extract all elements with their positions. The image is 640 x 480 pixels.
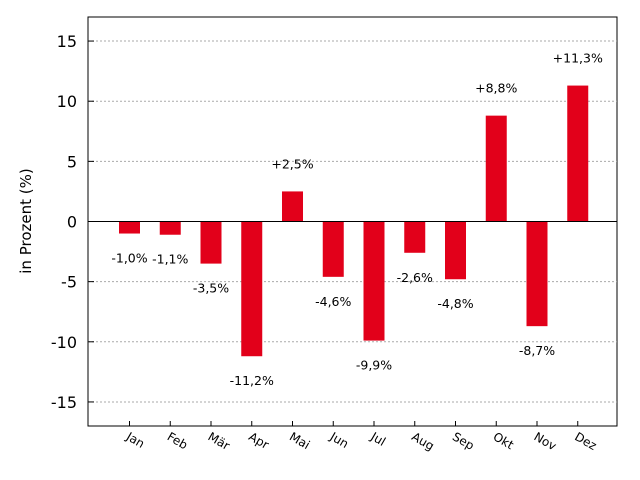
bar-mai: [282, 191, 303, 222]
data-labels: -1,0% -1,1% -3,5% -11,2% +2,5% -4,6% -9,9% -2,6…: [111, 51, 603, 389]
x-tick-label: Okt: [491, 429, 517, 452]
x-tick-label: Jul: [368, 429, 388, 449]
x-tick-label: Jan: [123, 429, 147, 451]
data-label: +8,8%: [475, 81, 517, 96]
y-tick-label: -5: [61, 273, 77, 292]
x-tick-label: Nov: [532, 429, 559, 453]
y-tick-label: -10: [51, 333, 77, 352]
bar-feb: [159, 221, 181, 235]
bar-nov: [526, 221, 548, 327]
data-label: -11,2%: [230, 373, 274, 388]
bar-okt: [485, 115, 507, 222]
data-label: -2,6%: [397, 270, 433, 285]
x-tick-label: Jun: [327, 429, 351, 451]
y-tick-label: 0: [67, 213, 77, 232]
data-label: -4,8%: [437, 296, 473, 311]
y-axis-label: in Prozent (%): [17, 168, 35, 273]
y-tick-label: -15: [51, 393, 77, 412]
x-tick-label: Mai: [287, 429, 312, 452]
data-label: -9,9%: [356, 358, 392, 373]
data-label: -4,6%: [315, 294, 351, 309]
bar-jan: [119, 221, 140, 234]
data-label: -8,7%: [519, 343, 555, 358]
bar-sep: [445, 221, 466, 280]
x-tick-label: Sep: [450, 429, 477, 452]
data-label: +11,3%: [553, 51, 603, 66]
bar-jul: [363, 221, 385, 341]
y-tick-label: 15: [57, 32, 77, 51]
x-tick-label: Feb: [165, 429, 190, 452]
bar-mär: [200, 221, 222, 264]
bar-dez: [567, 85, 589, 222]
x-tick-label: Apr: [246, 429, 271, 452]
x-tick-label: Dez: [572, 429, 599, 453]
data-label: -3,5%: [193, 281, 229, 296]
data-label: -1,1%: [152, 252, 188, 267]
x-tick-label: Mär: [206, 429, 233, 452]
x-tick-label: Aug: [409, 429, 436, 453]
data-label: -1,0%: [111, 251, 147, 266]
data-label: +2,5%: [271, 156, 313, 171]
bar-jun: [322, 221, 344, 277]
y-tick-label: 10: [57, 92, 77, 111]
bar-aug: [404, 221, 426, 253]
bars: [119, 85, 589, 357]
y-tick-label: 5: [67, 152, 77, 171]
bar-apr: [241, 221, 263, 357]
